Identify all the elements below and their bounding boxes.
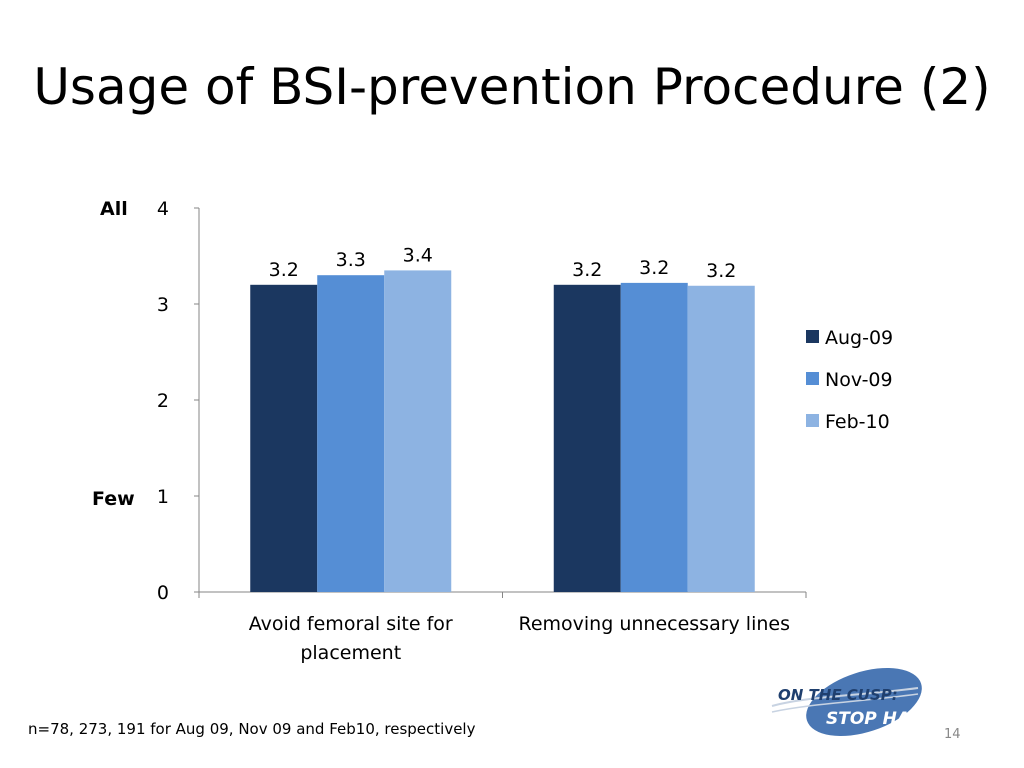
bar-feb-10 — [687, 285, 755, 592]
bar-aug-09 — [553, 284, 621, 592]
scale-label-few: Few — [92, 488, 135, 510]
data-label: 3.3 — [336, 249, 366, 271]
bar-nov-09 — [317, 275, 385, 592]
data-label: 3.2 — [639, 257, 669, 279]
data-label: 3.2 — [572, 259, 602, 281]
bar-chart: 0 1 2 3 4 3.2 3.3 3.4 Avoid femoral site for plac… — [157, 198, 893, 664]
x-category-label: Avoid femoral site for — [249, 613, 453, 635]
page-number: 14 — [944, 727, 961, 742]
y-tick-label: 1 — [157, 486, 169, 508]
footnote: n=78, 273, 191 for Aug 09, Nov 09 and Fe… — [28, 720, 476, 738]
legend-swatch — [806, 414, 819, 427]
y-tick-label: 4 — [157, 198, 169, 220]
bar-aug-09 — [250, 284, 318, 592]
legend-swatch — [806, 372, 819, 385]
y-tick-label: 3 — [157, 294, 169, 316]
legend-swatch — [806, 330, 819, 343]
data-label: 3.2 — [269, 259, 299, 281]
logo-swoosh — [771, 687, 919, 707]
bar-nov-09 — [620, 282, 688, 592]
data-label: 3.2 — [706, 260, 736, 282]
slide-title: Usage of BSI-prevention Procedure (2) — [33, 58, 991, 116]
logo-text-line1: ON THE CUSP: — [778, 686, 898, 704]
stop-hai-logo: ON THE CUSP: STOP HAI — [771, 667, 922, 737]
y-tick-label: 0 — [157, 582, 169, 604]
logo-text-line2: STOP HAI — [826, 709, 916, 729]
logo-swoosh-2 — [771, 693, 919, 713]
data-label: 3.4 — [403, 244, 433, 266]
legend-label: Aug-09 — [825, 327, 893, 349]
x-category-label: placement — [300, 642, 401, 664]
legend-label: Nov-09 — [825, 369, 893, 391]
scale-label-all: All — [100, 198, 128, 220]
x-category-label: Removing unnecessary lines — [518, 613, 790, 635]
legend-label: Feb-10 — [825, 411, 890, 433]
bar-feb-10 — [384, 270, 452, 592]
logo-oval — [806, 667, 922, 737]
y-tick-label: 2 — [157, 390, 169, 412]
